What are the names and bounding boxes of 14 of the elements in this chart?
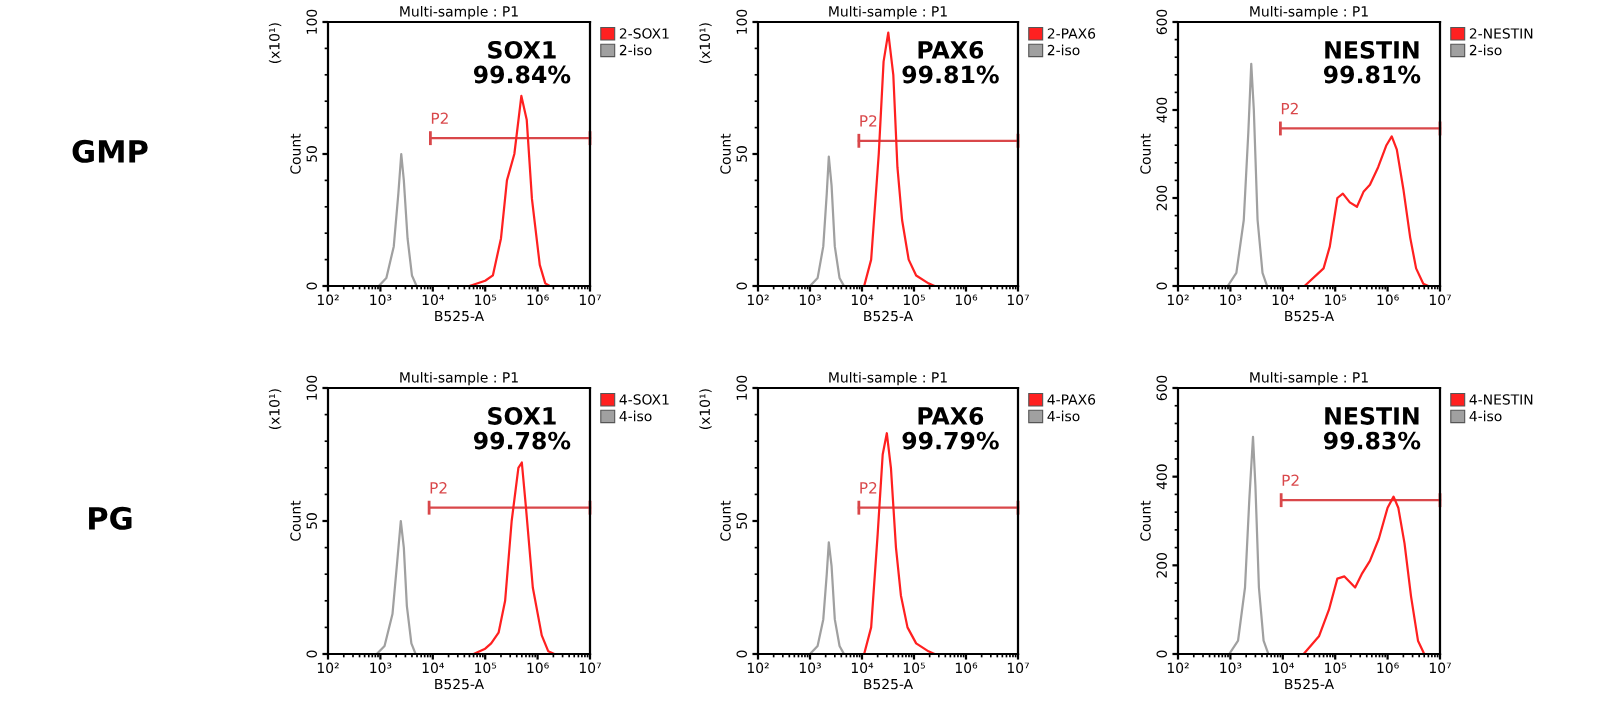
annotation: 99.81% [1323, 65, 1421, 84]
annotation: PAX6 [918, 40, 984, 59]
annotation: SOX1 [488, 40, 556, 59]
text: GMP [72, 139, 148, 163]
annotation: 99.84% [473, 65, 571, 84]
annotation: 99.79% [902, 431, 999, 450]
annotation: SOX1 [488, 407, 556, 425]
annotation: 99.83% [1323, 431, 1421, 450]
annotation: NESTIN [1325, 407, 1419, 425]
annotation: PAX6 [918, 407, 984, 425]
text: PG [89, 506, 132, 530]
annotation: NESTIN [1325, 40, 1419, 59]
annotation: 99.81% [902, 65, 999, 84]
annotation: 99.78% [473, 431, 571, 450]
